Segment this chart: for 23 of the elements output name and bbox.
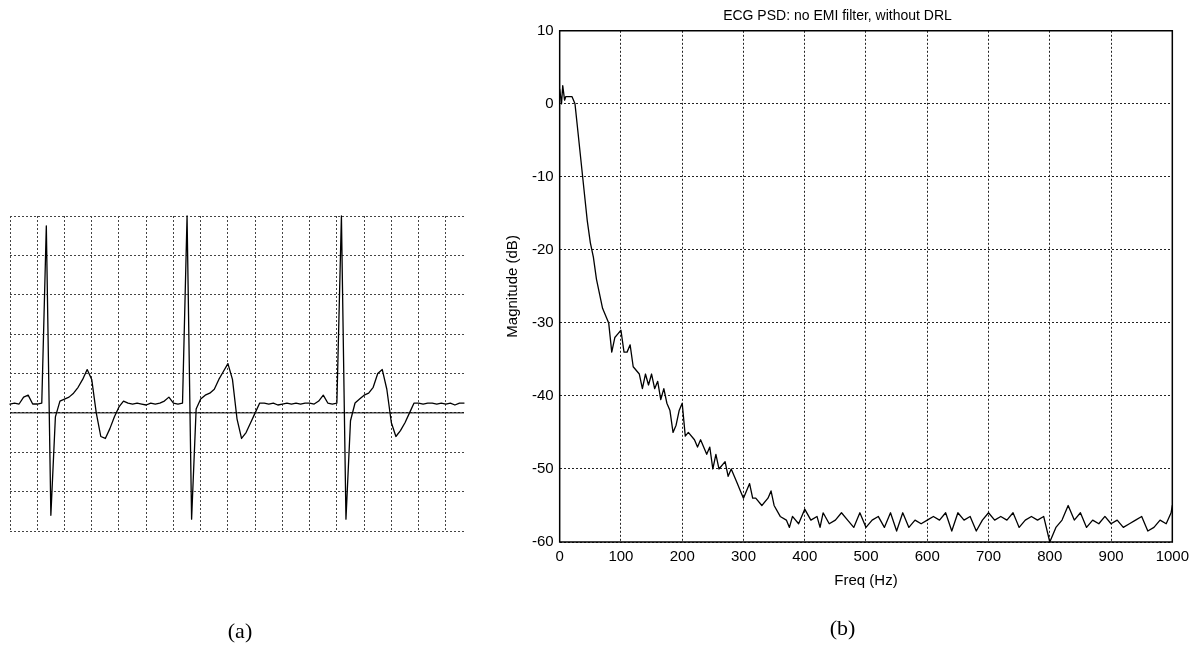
x-tick-label: 200	[669, 547, 695, 565]
y-tick-label: -50	[531, 459, 554, 477]
x-tick-label: 400	[792, 547, 818, 565]
y-axis-title: Magnitude (dB)	[503, 235, 521, 338]
x-tick-label: 500	[853, 547, 879, 565]
x-tick-label: 700	[976, 547, 1002, 565]
y-tick-label: 0	[545, 93, 554, 111]
x-tick-label: 1000	[1155, 547, 1189, 565]
x-axis-title: Freq (Hz)	[834, 571, 898, 589]
x-tick-label: 600	[914, 547, 940, 565]
y-tick-label: -10	[531, 167, 554, 184]
x-tick-label: 100	[608, 547, 634, 565]
x-tick-label: 300	[730, 547, 756, 565]
text: (b)	[829, 615, 856, 641]
y-tick-label: -60	[531, 532, 554, 550]
y-tick-label: -30	[531, 313, 554, 331]
x-tick-label: 900	[1098, 547, 1124, 565]
chart-title: ECG PSD: no EMI filter, without DRL	[723, 7, 953, 24]
y-tick-label: -40	[531, 386, 554, 404]
x-tick-label: 800	[1037, 547, 1063, 565]
y-tick-label: -20	[531, 240, 554, 258]
y-tick-label: 10	[536, 20, 554, 38]
text: (a)	[227, 618, 253, 644]
